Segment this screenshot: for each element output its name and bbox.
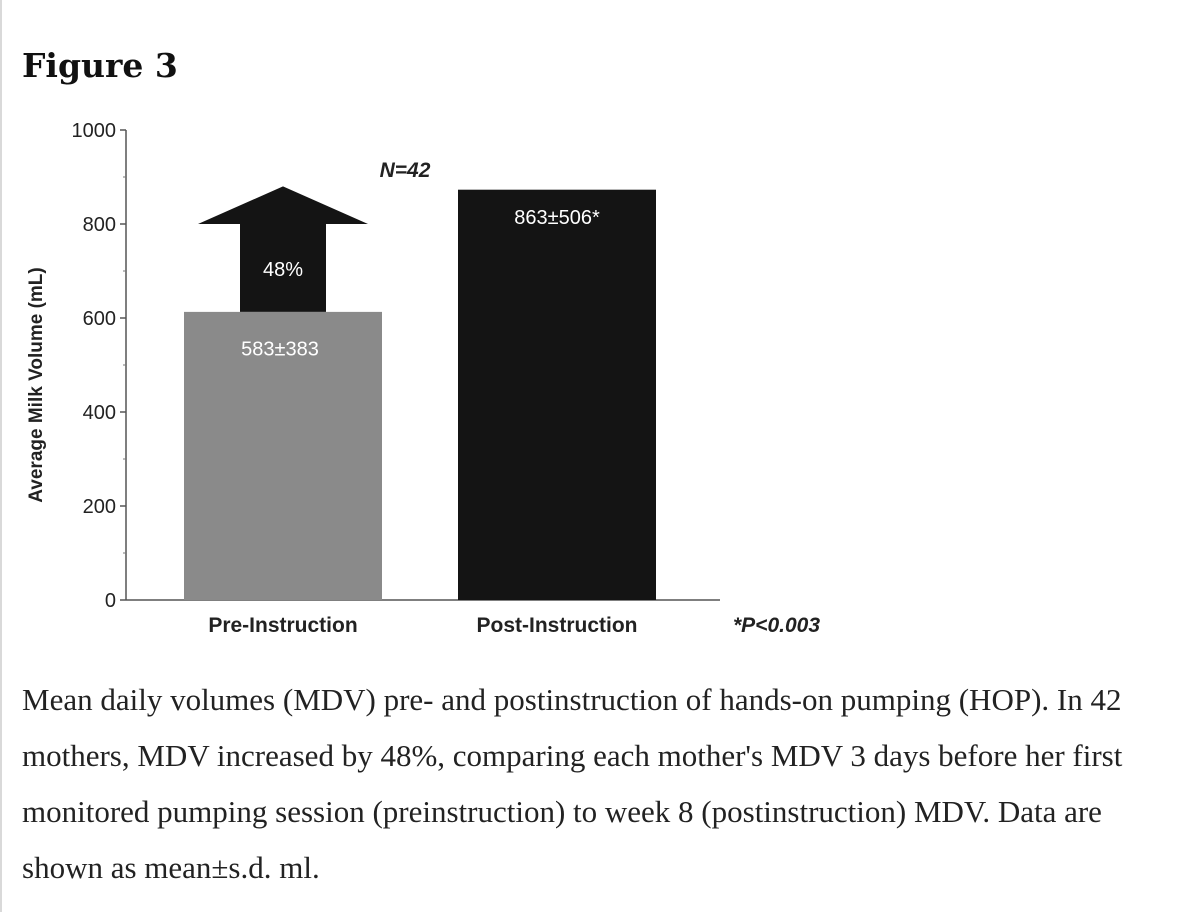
figure-caption: Mean daily volumes (MDV) pre- and postin… <box>22 682 1123 885</box>
x-tick-label: Post-Instruction <box>477 614 638 637</box>
y-tick-label: 400 <box>83 402 116 424</box>
figure-title: Figure 3 <box>22 46 178 85</box>
y-tick-label: 600 <box>83 308 116 330</box>
x-tick-label: Pre-Instruction <box>208 614 357 637</box>
left-border <box>0 0 2 912</box>
y-tick-label: 1000 <box>72 120 117 142</box>
plot-area: 0 200 400 600 800 1000 Average Milk Volume (mL… <box>26 120 820 637</box>
arrow-label: 48% <box>263 259 303 281</box>
y-tick-label: 800 <box>83 214 116 236</box>
y-tick-label: 0 <box>105 590 116 612</box>
y-axis-label: Average Milk Volume (mL) <box>26 267 47 502</box>
bar-pre <box>184 311 382 600</box>
bar-label-post: 863±506* <box>514 207 600 229</box>
n-annotation: N=42 <box>380 159 431 182</box>
increase-arrow <box>198 186 368 312</box>
significance-note: *P<0.003 <box>733 614 820 637</box>
bar-chart: 0 200 400 600 800 1000 Average Milk Volume (mL… <box>26 120 820 637</box>
y-tick-label: 200 <box>83 496 116 518</box>
bar-post <box>458 189 656 600</box>
bar-label-pre: 583±383 <box>241 339 319 361</box>
